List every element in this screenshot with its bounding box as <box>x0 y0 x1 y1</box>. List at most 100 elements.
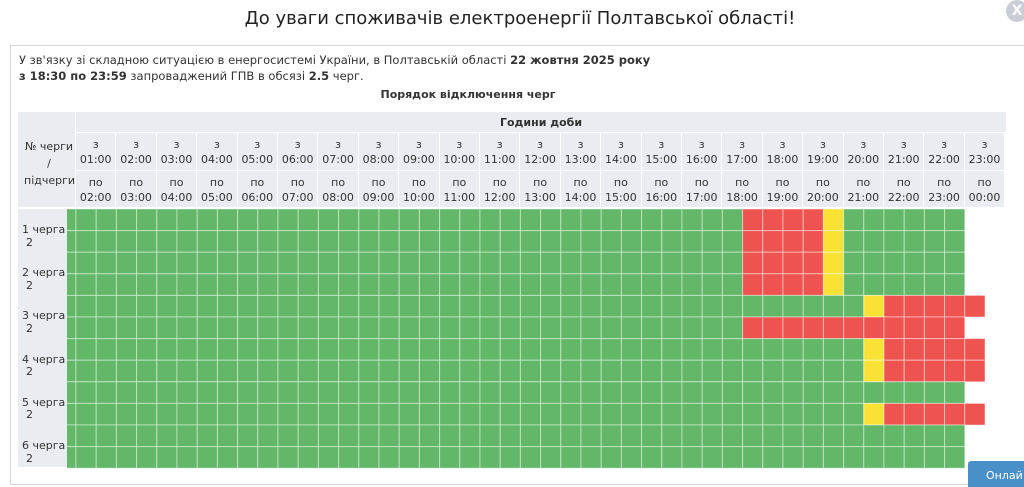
slot <box>762 338 784 361</box>
slot <box>216 209 239 232</box>
slot <box>358 381 380 404</box>
slot <box>762 273 784 296</box>
close-button[interactable]: X <box>1006 0 1024 22</box>
hour-text: з <box>698 138 705 151</box>
slot <box>519 424 542 448</box>
hour-text: 21:00 <box>847 191 880 204</box>
hour-text: 13:00 <box>524 191 556 204</box>
slot <box>459 251 481 275</box>
slot <box>176 209 198 232</box>
slot <box>136 294 158 318</box>
slot <box>701 251 723 275</box>
slot <box>620 294 643 318</box>
slot <box>681 209 703 232</box>
hour-from: з 05:00 <box>237 133 278 171</box>
slot <box>822 446 845 469</box>
slot <box>560 273 582 296</box>
hour-from: з 19:00 <box>803 133 844 171</box>
slot <box>762 359 784 383</box>
slot <box>519 316 542 340</box>
slot <box>822 273 845 296</box>
label-column <box>18 209 67 469</box>
slot <box>519 209 542 232</box>
hour-from: з 22:00 <box>924 133 965 171</box>
hour-text: 09:00 <box>362 191 395 204</box>
slot <box>257 446 279 469</box>
slot <box>196 316 218 340</box>
hour-text: 03:00 <box>120 191 152 204</box>
slot <box>903 209 925 232</box>
slot <box>903 338 925 361</box>
slot <box>418 424 441 448</box>
slot <box>216 273 239 296</box>
online-button[interactable]: Онлай <box>968 461 1024 487</box>
slot <box>964 338 986 361</box>
hour-text: з <box>294 138 301 151</box>
hour-to: по 05:00 <box>197 171 238 208</box>
slot <box>681 402 703 426</box>
slot <box>479 359 501 383</box>
slot <box>762 424 784 448</box>
slot <box>216 338 239 361</box>
slot <box>701 230 723 253</box>
hour-text: по <box>452 176 467 189</box>
slot <box>681 251 703 275</box>
slot <box>580 424 602 448</box>
slot <box>479 424 501 448</box>
slot <box>923 402 946 426</box>
slot <box>782 251 804 275</box>
slot <box>115 251 138 275</box>
slot <box>338 359 360 383</box>
hour-text: 18:00 <box>726 191 758 204</box>
slot <box>338 402 360 426</box>
slot <box>661 209 683 232</box>
hour-to: по 17:00 <box>682 171 723 208</box>
hour-text: по <box>88 176 103 189</box>
slot <box>883 273 905 296</box>
slot <box>600 446 622 469</box>
slot <box>600 424 622 448</box>
slot <box>418 359 441 383</box>
slot <box>257 209 279 232</box>
slot <box>95 209 117 232</box>
slot <box>418 273 441 296</box>
slot <box>923 230 946 253</box>
slot <box>338 446 360 469</box>
slot <box>67 359 77 383</box>
slot <box>479 381 501 404</box>
hour-text: по <box>573 176 588 189</box>
slot <box>136 230 158 253</box>
slot <box>95 381 117 404</box>
slot <box>136 424 158 448</box>
slot <box>257 359 279 383</box>
slot <box>398 230 420 253</box>
slot <box>519 338 542 361</box>
slot <box>923 251 946 275</box>
hour-text: з <box>658 138 665 151</box>
slot <box>115 424 138 448</box>
slot <box>863 209 885 232</box>
slot <box>540 209 562 232</box>
hour-from: з 17:00 <box>722 133 763 171</box>
slot <box>499 230 521 253</box>
slot <box>641 209 663 232</box>
slot <box>822 402 845 426</box>
slot <box>418 338 441 361</box>
notice-text: запроваджений ГПВ в обсязі <box>126 69 309 83</box>
row-sub: 2 <box>26 365 33 379</box>
slot <box>661 294 683 318</box>
hour-text: 16:00 <box>645 191 678 204</box>
slot <box>378 359 400 383</box>
slot <box>863 402 885 426</box>
row-label: 4 черга <box>22 352 66 366</box>
slot <box>196 402 218 426</box>
slot <box>944 338 966 361</box>
hour-text: по <box>896 176 911 189</box>
slot <box>560 424 582 448</box>
slot <box>136 402 158 426</box>
slot <box>237 230 259 253</box>
hour-text: 07:00 <box>322 153 354 166</box>
slot <box>95 316 117 340</box>
